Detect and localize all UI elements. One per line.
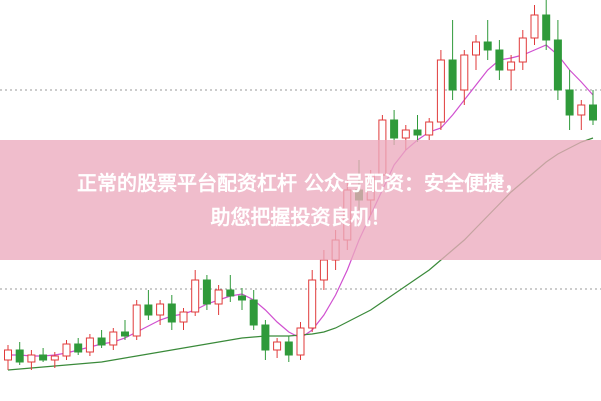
- candle-body: [156, 303, 165, 316]
- candle-body: [62, 343, 71, 357]
- candle-body: [249, 299, 258, 326]
- candle-body: [483, 41, 492, 51]
- banner-line: 助您把握投资良机！: [210, 205, 391, 229]
- candle-body: [448, 59, 457, 91]
- banner-line: 正常的股票平台配资杠杆 公众号配资：安全便捷，: [77, 171, 524, 195]
- candle-body: [238, 295, 246, 301]
- banner: 正常的股票平台配资杠杆 公众号配资：安全便捷， 助您把握投资良机！: [0, 140, 601, 260]
- candle-body: [589, 104, 597, 121]
- candle-body: [507, 61, 516, 71]
- candle-body: [425, 121, 434, 136]
- candle-body: [132, 304, 141, 337]
- candle-body: [460, 54, 469, 91]
- candle-body: [214, 289, 223, 305]
- candle-body: [413, 129, 422, 136]
- candle-body: [39, 354, 48, 361]
- candle-body: [121, 331, 129, 337]
- candle-body: [319, 259, 328, 281]
- candle-body: [97, 337, 106, 346]
- candle-body: [167, 303, 176, 323]
- candle-body: [518, 37, 527, 63]
- candle-body: [15, 349, 24, 363]
- candle-body: [50, 355, 59, 361]
- candle-body: [530, 14, 539, 39]
- candle-body: [577, 104, 586, 116]
- candle-body: [144, 304, 153, 316]
- candle-body: [4, 349, 12, 361]
- candle-body: [553, 39, 562, 91]
- candle-body: [226, 289, 235, 297]
- candle-body: [308, 279, 317, 329]
- candle-body: [85, 337, 94, 353]
- candle-body: [565, 89, 574, 116]
- candle-body: [284, 341, 293, 356]
- candle-body: [179, 311, 188, 323]
- candle-body: [74, 343, 83, 353]
- candle-body: [542, 14, 551, 41]
- candle-body: [296, 327, 305, 356]
- candle-body: [472, 41, 480, 56]
- candle-body: [495, 49, 504, 71]
- candle-body: [109, 331, 118, 346]
- candle-body: [261, 324, 270, 351]
- candle-body: [202, 279, 211, 305]
- candle-body: [273, 341, 282, 351]
- candle-body: [436, 59, 445, 123]
- candle-body: [191, 279, 200, 313]
- candle-body: [401, 129, 410, 139]
- candle-body: [27, 354, 36, 363]
- candle-body: [390, 119, 399, 139]
